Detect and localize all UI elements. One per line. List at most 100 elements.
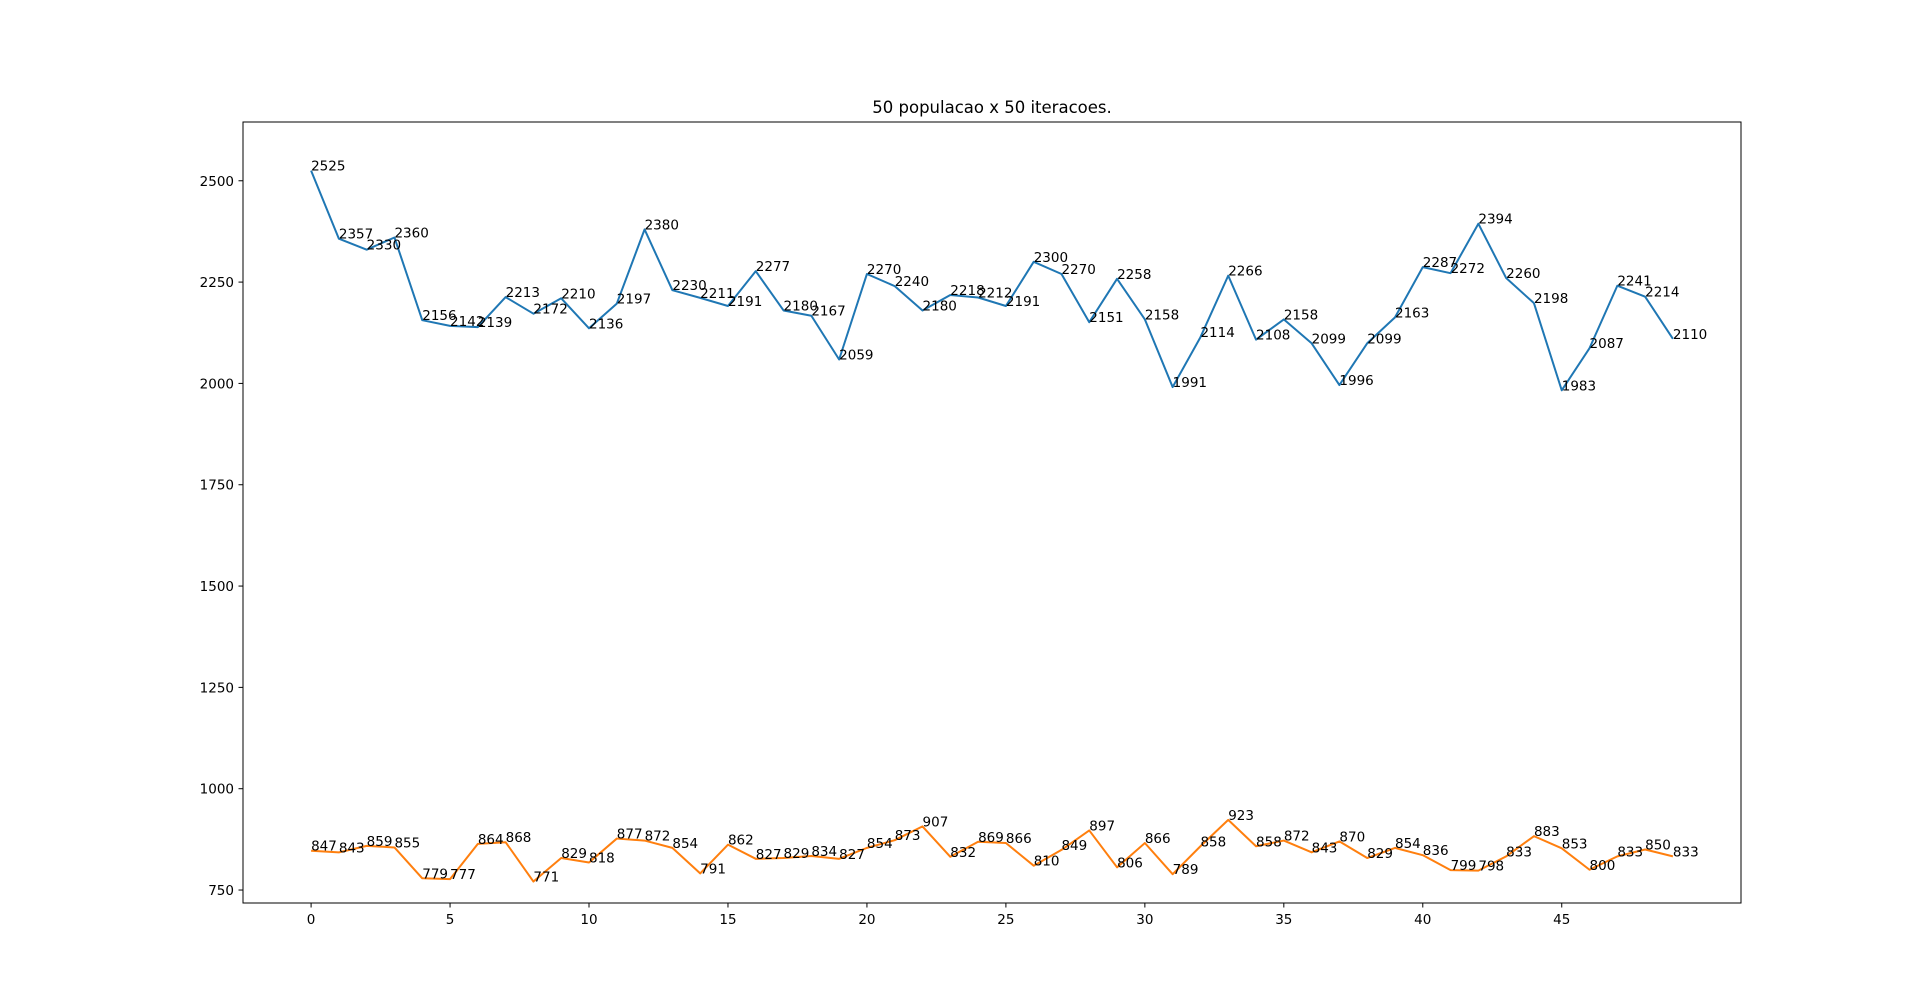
data-label: 836 xyxy=(1423,843,1449,859)
x-axis: 0 5 10 15 20 25 30 35 40 45 xyxy=(307,903,1570,928)
x-tick-label: 45 xyxy=(1553,912,1570,928)
y-tick-label: 1750 xyxy=(200,478,234,494)
data-label: 853 xyxy=(1562,836,1588,852)
data-label: 2180 xyxy=(784,298,818,314)
data-label: 2114 xyxy=(1200,325,1234,341)
y-tick-label: 750 xyxy=(208,883,234,899)
data-label: 829 xyxy=(1367,846,1393,862)
data-label: 2110 xyxy=(1673,327,1707,343)
data-label: 2360 xyxy=(394,226,428,242)
y-tick-label: 1250 xyxy=(200,680,234,696)
data-label: 854 xyxy=(867,836,893,852)
data-label: 858 xyxy=(1200,834,1226,850)
series-layer xyxy=(310,170,1674,883)
y-tick-label: 1500 xyxy=(200,579,234,595)
data-label: 2394 xyxy=(1478,212,1512,228)
data-label: 2380 xyxy=(645,217,679,233)
data-label: 2272 xyxy=(1451,261,1485,277)
x-tick-label: 5 xyxy=(446,912,455,928)
data-label: 1991 xyxy=(1173,375,1207,391)
series-2-line xyxy=(311,818,1674,883)
data-label: 859 xyxy=(367,834,393,850)
x-tick-label: 10 xyxy=(580,912,597,928)
data-label: 827 xyxy=(839,847,865,863)
data-label: 2287 xyxy=(1423,255,1457,271)
data-label: 2099 xyxy=(1312,331,1346,347)
data-label: 800 xyxy=(1590,858,1616,874)
data-label: 818 xyxy=(589,850,615,866)
data-label: 2270 xyxy=(867,262,901,278)
data-label: 2191 xyxy=(728,294,762,310)
data-label: 2087 xyxy=(1590,336,1624,352)
data-label: 923 xyxy=(1228,808,1254,824)
data-label: 2197 xyxy=(617,292,651,308)
data-label: 869 xyxy=(978,830,1004,846)
data-label: 806 xyxy=(1117,855,1143,871)
data-label: 2139 xyxy=(478,315,512,331)
data-label: 2230 xyxy=(672,278,706,294)
data-label: 870 xyxy=(1339,829,1365,845)
data-label: 2212 xyxy=(978,285,1012,301)
data-label: 2260 xyxy=(1506,266,1540,282)
data-label: 2158 xyxy=(1145,307,1179,323)
data-label: 2059 xyxy=(839,348,873,364)
data-label: 873 xyxy=(895,828,921,844)
data-label: 2240 xyxy=(895,274,929,290)
data-label: 907 xyxy=(923,814,949,830)
data-label: 2108 xyxy=(1256,328,1290,344)
data-label: 2330 xyxy=(367,238,401,254)
data-label: 2357 xyxy=(339,227,373,243)
data-label: 2142 xyxy=(450,314,484,330)
data-label: 2277 xyxy=(756,259,790,275)
data-label: 866 xyxy=(1006,831,1032,847)
data-label: 2266 xyxy=(1228,264,1262,280)
data-label: 810 xyxy=(1034,854,1060,870)
data-label: 2258 xyxy=(1117,267,1151,283)
data-label: 2211 xyxy=(700,286,734,302)
data-label: 866 xyxy=(1145,831,1171,847)
data-label: 847 xyxy=(311,839,337,855)
data-label: 864 xyxy=(478,832,504,848)
data-label: 833 xyxy=(1617,844,1643,860)
data-label: 2151 xyxy=(1089,310,1123,326)
data-label: 771 xyxy=(533,870,559,886)
data-label: 872 xyxy=(1284,829,1310,845)
data-label: 877 xyxy=(617,827,643,843)
x-tick-label: 25 xyxy=(997,912,1014,928)
data-label: 2099 xyxy=(1367,331,1401,347)
data-label: 843 xyxy=(1312,840,1338,856)
data-label: 855 xyxy=(394,835,420,851)
data-label: 2136 xyxy=(589,316,623,332)
data-label: 2172 xyxy=(533,302,567,318)
plot-frame xyxy=(242,121,1742,904)
data-label: 858 xyxy=(1256,834,1282,850)
data-label: 1996 xyxy=(1339,373,1373,389)
data-label: 829 xyxy=(784,846,810,862)
y-axis: 750 1000 1250 1500 1750 2000 2250 2500 xyxy=(200,174,243,899)
data-label: 791 xyxy=(700,861,726,877)
data-label: 829 xyxy=(561,846,587,862)
x-tick-label: 30 xyxy=(1136,912,1153,928)
chart-title: 50 populacao x 50 iteracoes. xyxy=(872,98,1111,117)
data-label: 2218 xyxy=(950,283,984,299)
data-label: 2180 xyxy=(923,298,957,314)
data-label: 777 xyxy=(450,867,476,883)
data-label: 2210 xyxy=(561,286,595,302)
data-label: 833 xyxy=(1673,844,1699,860)
data-label: 2300 xyxy=(1034,250,1068,266)
data-label: 827 xyxy=(756,847,782,863)
data-label: 834 xyxy=(811,844,837,860)
data-label: 2156 xyxy=(422,308,456,324)
data-label: 2158 xyxy=(1284,307,1318,323)
data-label: 832 xyxy=(950,845,976,861)
data-label: 2525 xyxy=(311,159,345,175)
data-label: 798 xyxy=(1478,859,1504,875)
data-label: 2241 xyxy=(1617,274,1651,290)
series-1-line xyxy=(310,170,1674,392)
data-label: 897 xyxy=(1089,818,1115,834)
x-tick-label: 35 xyxy=(1275,912,1292,928)
y-tick-label: 1000 xyxy=(200,782,234,798)
